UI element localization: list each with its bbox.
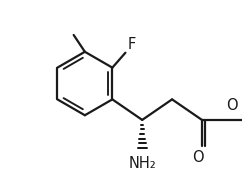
Text: F: F [127, 37, 136, 52]
Text: NH₂: NH₂ [128, 156, 156, 171]
Text: O: O [192, 150, 204, 165]
Text: O: O [226, 98, 237, 113]
